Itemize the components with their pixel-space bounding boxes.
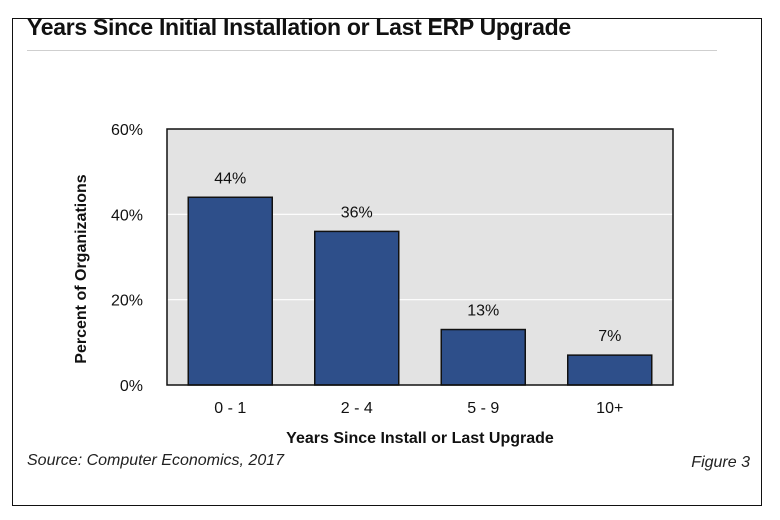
y-axis-title: Percent of Organizations	[73, 174, 90, 363]
x-categories: 0 - 1 2 - 4 5 - 9 10+	[214, 400, 623, 417]
x-category-label: 10+	[596, 400, 623, 417]
chart-title: Years Since Initial Installation or Last…	[27, 14, 571, 40]
source-note: Source: Computer Economics, 2017	[27, 452, 285, 469]
x-category-label: 5 - 9	[467, 400, 499, 417]
bar	[567, 354, 653, 386]
y-tick-label: 60%	[111, 122, 143, 139]
plot-border	[166, 128, 674, 386]
y-tick-label: 0%	[120, 378, 143, 395]
data-label: 44%	[214, 170, 246, 187]
data-label: 7%	[598, 328, 621, 345]
y-tick-label: 20%	[111, 293, 143, 310]
x-axis-title: Years Since Install or Last Upgrade	[286, 430, 554, 447]
bar	[314, 230, 400, 386]
bar	[440, 328, 526, 386]
bars	[187, 196, 653, 386]
y-ticks: 0% 20% 40% 60%	[111, 122, 143, 395]
data-label: 13%	[467, 303, 499, 320]
y-tick-label: 40%	[111, 207, 143, 224]
figure-number: Figure 3	[691, 454, 750, 471]
x-category-label: 2 - 4	[341, 400, 373, 417]
x-category-label: 0 - 1	[214, 400, 246, 417]
bar	[187, 196, 273, 386]
data-label: 36%	[341, 204, 373, 221]
title-divider	[27, 50, 717, 51]
data-labels: 44% 36% 13% 7%	[214, 170, 621, 345]
